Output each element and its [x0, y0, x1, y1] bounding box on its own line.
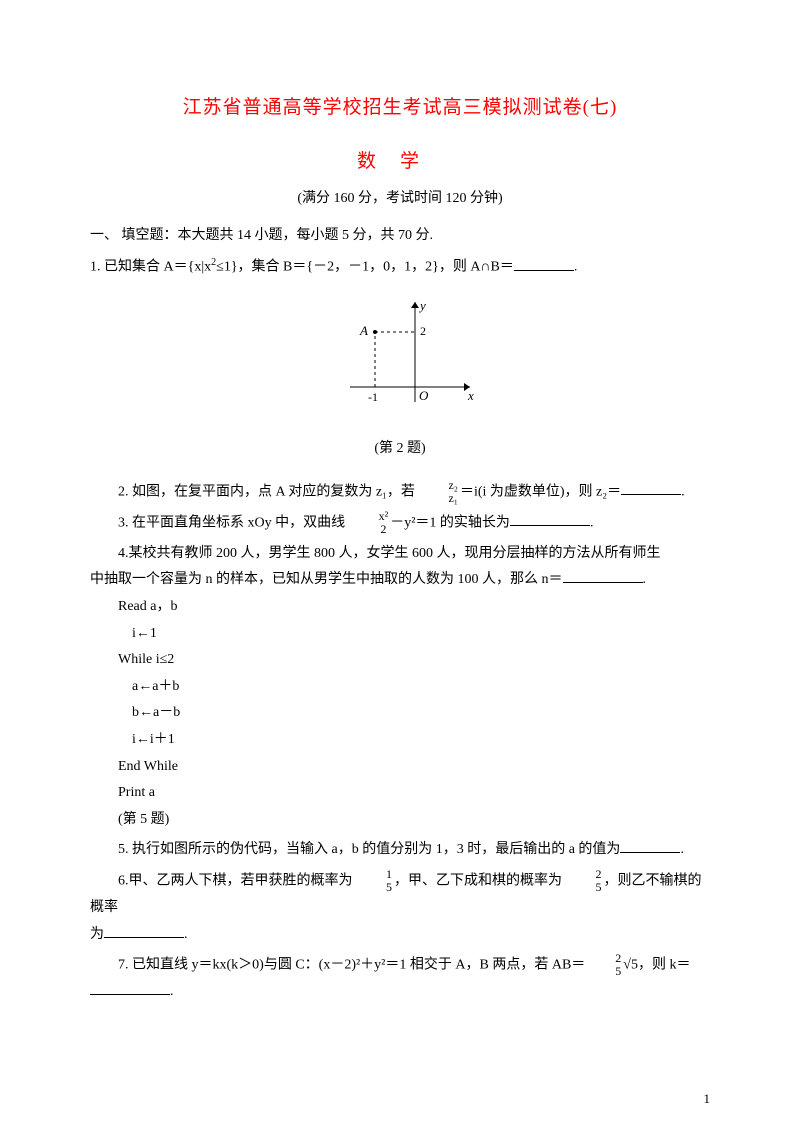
- code-l3: While i≤2: [118, 647, 710, 674]
- fig-x: x: [467, 388, 474, 403]
- code-l2: i←1: [132, 621, 710, 648]
- q2-post: ＝i(i 为虚数单位)，则 z₂＝: [460, 484, 621, 499]
- period: .: [680, 842, 684, 857]
- fig-o: O: [419, 388, 429, 403]
- fig-neg1: -1: [368, 390, 378, 404]
- question-7-line2: .: [90, 979, 710, 1006]
- period: .: [590, 515, 594, 530]
- q2-pre: 2. 如图，在复平面内，点 A 对应的复数为 z₁，若: [118, 484, 418, 499]
- q6-d2: 5: [568, 881, 602, 894]
- q6-f2: 25: [566, 868, 604, 894]
- figure-2: A 2 -1 O x y: [90, 292, 710, 433]
- period: .: [643, 572, 647, 587]
- q1-blank: [514, 256, 574, 271]
- question-6-line1: 6.甲、乙两人下棋，若甲获胜的概率为 15，甲、乙下成和棋的概率为 25，则乙不…: [90, 868, 710, 922]
- q2-blank: [621, 480, 681, 495]
- code-l1: Read a，b: [118, 594, 710, 621]
- code-l7: End While: [118, 754, 710, 781]
- period: .: [184, 927, 188, 942]
- q4-blank: [563, 568, 643, 583]
- q2-den: z₁: [420, 492, 458, 505]
- q3-blank: [510, 511, 590, 526]
- q6-mid: ，甲、乙下成和棋的概率为: [394, 873, 566, 888]
- period: .: [574, 260, 578, 275]
- page-title: 江苏省普通高等学校招生考试高三模拟测试卷(七): [90, 90, 710, 126]
- question-5: 5. 执行如图所示的伪代码，当输入 a，b 的值分别为 1，3 时，最后输出的 …: [90, 837, 710, 864]
- q7-d: 5: [587, 965, 621, 978]
- fig-y: y: [418, 298, 426, 313]
- period: .: [681, 484, 685, 499]
- period: .: [170, 984, 174, 999]
- q5-text: 5. 执行如图所示的伪代码，当输入 a，b 的值分别为 1，3 时，最后输出的 …: [118, 842, 620, 857]
- question-7-line1: 7. 已知直线 y＝kx(k＞0)与圆 C：(x－2)²＋y²＝1 相交于 A，…: [90, 952, 710, 979]
- q3-den: 2: [351, 523, 389, 536]
- q6-f1: 15: [356, 868, 394, 894]
- code-caption: (第 5 题): [118, 807, 710, 834]
- subject: 数学: [90, 144, 710, 180]
- q4b: 中抽取一个容量为 n 的样本，已知从男学生中抽取的人数为 100 人，那么 n＝: [90, 572, 563, 587]
- q7-blank: [90, 980, 170, 995]
- exam-info: (满分 160 分，考试时间 120 分钟): [90, 186, 710, 213]
- q6-pre: 6.甲、乙两人下棋，若甲获胜的概率为: [118, 873, 356, 888]
- section-header: 一、 填空题：本大题共 14 小题，每小题 5 分，共 70 分.: [90, 223, 710, 250]
- question-4-line1: 4.某校共有教师 200 人，男学生 800 人，女学生 600 人，现用分层抽…: [90, 541, 710, 568]
- q5-blank: [620, 838, 680, 853]
- figure-2-svg: A 2 -1 O x y: [320, 292, 480, 422]
- question-3: 3. 在平面直角坐标系 xOy 中，双曲线 x²2－y²＝1 的实轴长为.: [90, 510, 710, 537]
- code-l6: i←i＋1: [132, 727, 710, 754]
- q1-pre: 1. 已知集合 A＝{x|x: [90, 260, 211, 275]
- q6-tail: 为: [90, 927, 104, 942]
- question-4-line2: 中抽取一个容量为 n 的样本，已知从男学生中抽取的人数为 100 人，那么 n＝…: [90, 567, 710, 594]
- fig-y2: 2: [420, 324, 426, 338]
- code-l8: Print a: [118, 780, 710, 807]
- q2-frac: z₂z₁: [418, 479, 460, 505]
- q7-pre: 7. 已知直线 y＝kx(k＞0)与圆 C：(x－2)²＋y²＝1 相交于 A，…: [118, 958, 585, 973]
- q3-post: －y²＝1 的实轴长为: [390, 515, 510, 530]
- q6-blank: [104, 923, 184, 938]
- code-l5: b←a－b: [132, 700, 710, 727]
- q6-d1: 5: [358, 881, 392, 894]
- q7-frac: 25: [585, 952, 623, 978]
- code-l4: a←a＋b: [132, 674, 710, 701]
- q3-frac: x²2: [349, 510, 391, 536]
- q7-mid: √5，则 k＝: [623, 958, 690, 973]
- figure-2-caption: (第 2 题): [90, 436, 710, 463]
- question-2: 2. 如图，在复平面内，点 A 对应的复数为 z₁，若 z₂z₁＝i(i 为虚数…: [90, 479, 710, 506]
- question-6-line2: 为.: [90, 922, 710, 949]
- q1-post: ≤1}，集合 B＝{－2，－1，0，1，2}，则 A∩B＝: [216, 260, 514, 275]
- q3-pre: 3. 在平面直角坐标系 xOy 中，双曲线: [118, 515, 349, 530]
- fig-a-label: A: [359, 323, 368, 338]
- question-1: 1. 已知集合 A＝{x|x2≤1}，集合 B＝{－2，－1，0，1，2}，则 …: [90, 253, 710, 281]
- page-number: 1: [704, 1091, 711, 1107]
